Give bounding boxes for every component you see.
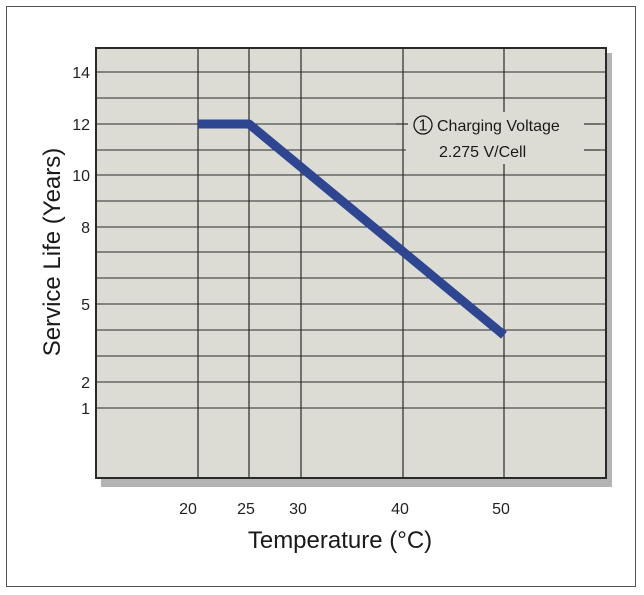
plot-border: [95, 47, 607, 479]
x-tick-label: 50: [492, 501, 510, 518]
annotation-line-2: 2.275 V/Cell: [439, 144, 526, 161]
vertical-gridlines: [197, 48, 505, 478]
annotation-marker-number: 1: [419, 118, 428, 135]
annotation-background: [406, 112, 586, 164]
y-axis-title: Service Life (Years): [39, 148, 66, 357]
x-tick-label: 40: [391, 501, 409, 518]
y-tick-label: 2: [81, 375, 90, 392]
y-tick-label: 12: [72, 117, 90, 134]
x-tick-label: 25: [237, 501, 255, 518]
y-tick-label: 8: [81, 220, 90, 237]
y-tick-label: 10: [72, 168, 90, 185]
series-layer: [198, 119, 507, 339]
x-tick-label: 20: [179, 501, 197, 518]
series-line-0: [198, 119, 507, 339]
x-axis-title: Temperature (°C): [248, 527, 432, 554]
annotation-marker-circle: [413, 115, 433, 135]
chart-annotation: 1 Charging Voltage 2.275 V/Cell: [396, 112, 600, 164]
annotation-line-1: Charging Voltage: [437, 118, 560, 135]
x-tick-labels: 20 25 30 40 50: [179, 501, 510, 518]
x-tick-label: 30: [289, 501, 307, 518]
y-tick-label: 1: [81, 401, 90, 418]
y-tick-label: 14: [72, 65, 90, 82]
y-tick-label: 5: [81, 297, 90, 314]
